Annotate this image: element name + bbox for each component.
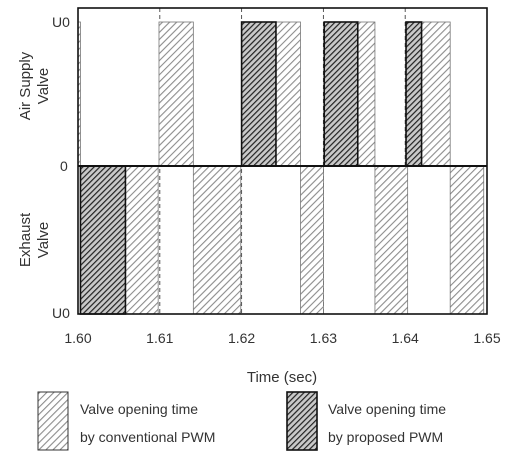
x-tick-1.64: 1.64 (392, 330, 419, 346)
proposed-exhaust-bar-0 (79, 165, 127, 315)
legend-conventional-line1: Valve opening time (80, 401, 198, 417)
conventional-exhaust-bar-4 (449, 165, 485, 315)
conventional-exhaust-bar-0 (125, 165, 159, 315)
exhaust-label-line1: Exhaust (17, 212, 34, 267)
exhaust-label-line2: Valve (35, 222, 52, 258)
conventional-exhaust-bar-1 (192, 165, 242, 315)
proposed-air-supply-bar-1 (323, 21, 359, 167)
y-tick-middle: 0 (60, 158, 68, 174)
legend-swatch-conventional (37, 391, 69, 451)
x-axis-title: Time (sec) (247, 369, 317, 386)
conventional-air-supply-bar-1 (158, 21, 194, 167)
conventional-exhaust-bar-2 (300, 165, 324, 315)
proposed-air-supply-bar-0 (240, 21, 277, 167)
y-tick-bottom: U0 (52, 305, 70, 321)
x-tick-1.63: 1.63 (310, 330, 337, 346)
conventional-air-supply-bar-3 (357, 21, 376, 167)
legend: Valve opening time by conventional PWM V… (37, 391, 446, 451)
legend-proposed-line1: Valve opening time (328, 401, 446, 417)
y-tick-top: U0 (52, 14, 70, 30)
x-tick-1.62: 1.62 (228, 330, 255, 346)
x-tick-1.61: 1.61 (146, 330, 173, 346)
proposed-air-supply-bar-2 (405, 21, 423, 167)
x-tick-labels: 1.60 1.61 1.62 1.63 1.64 1.65 (64, 330, 500, 346)
legend-conventional-line2: by conventional PWM (80, 429, 215, 445)
air-supply-label-line1: Air Supply (17, 51, 34, 120)
valve-bars (77, 21, 485, 315)
legend-proposed-line2: by proposed PWM (328, 429, 443, 445)
conventional-exhaust-bar-3 (374, 165, 409, 315)
air-supply-label-line2: Valve (35, 68, 52, 104)
conventional-air-supply-bar-4 (421, 21, 451, 167)
x-tick-1.60: 1.60 (64, 330, 91, 346)
plot-frame (77, 7, 488, 315)
x-tick-1.65: 1.65 (473, 330, 500, 346)
conventional-air-supply-bar-2 (275, 21, 301, 167)
legend-swatch-proposed (286, 391, 318, 451)
